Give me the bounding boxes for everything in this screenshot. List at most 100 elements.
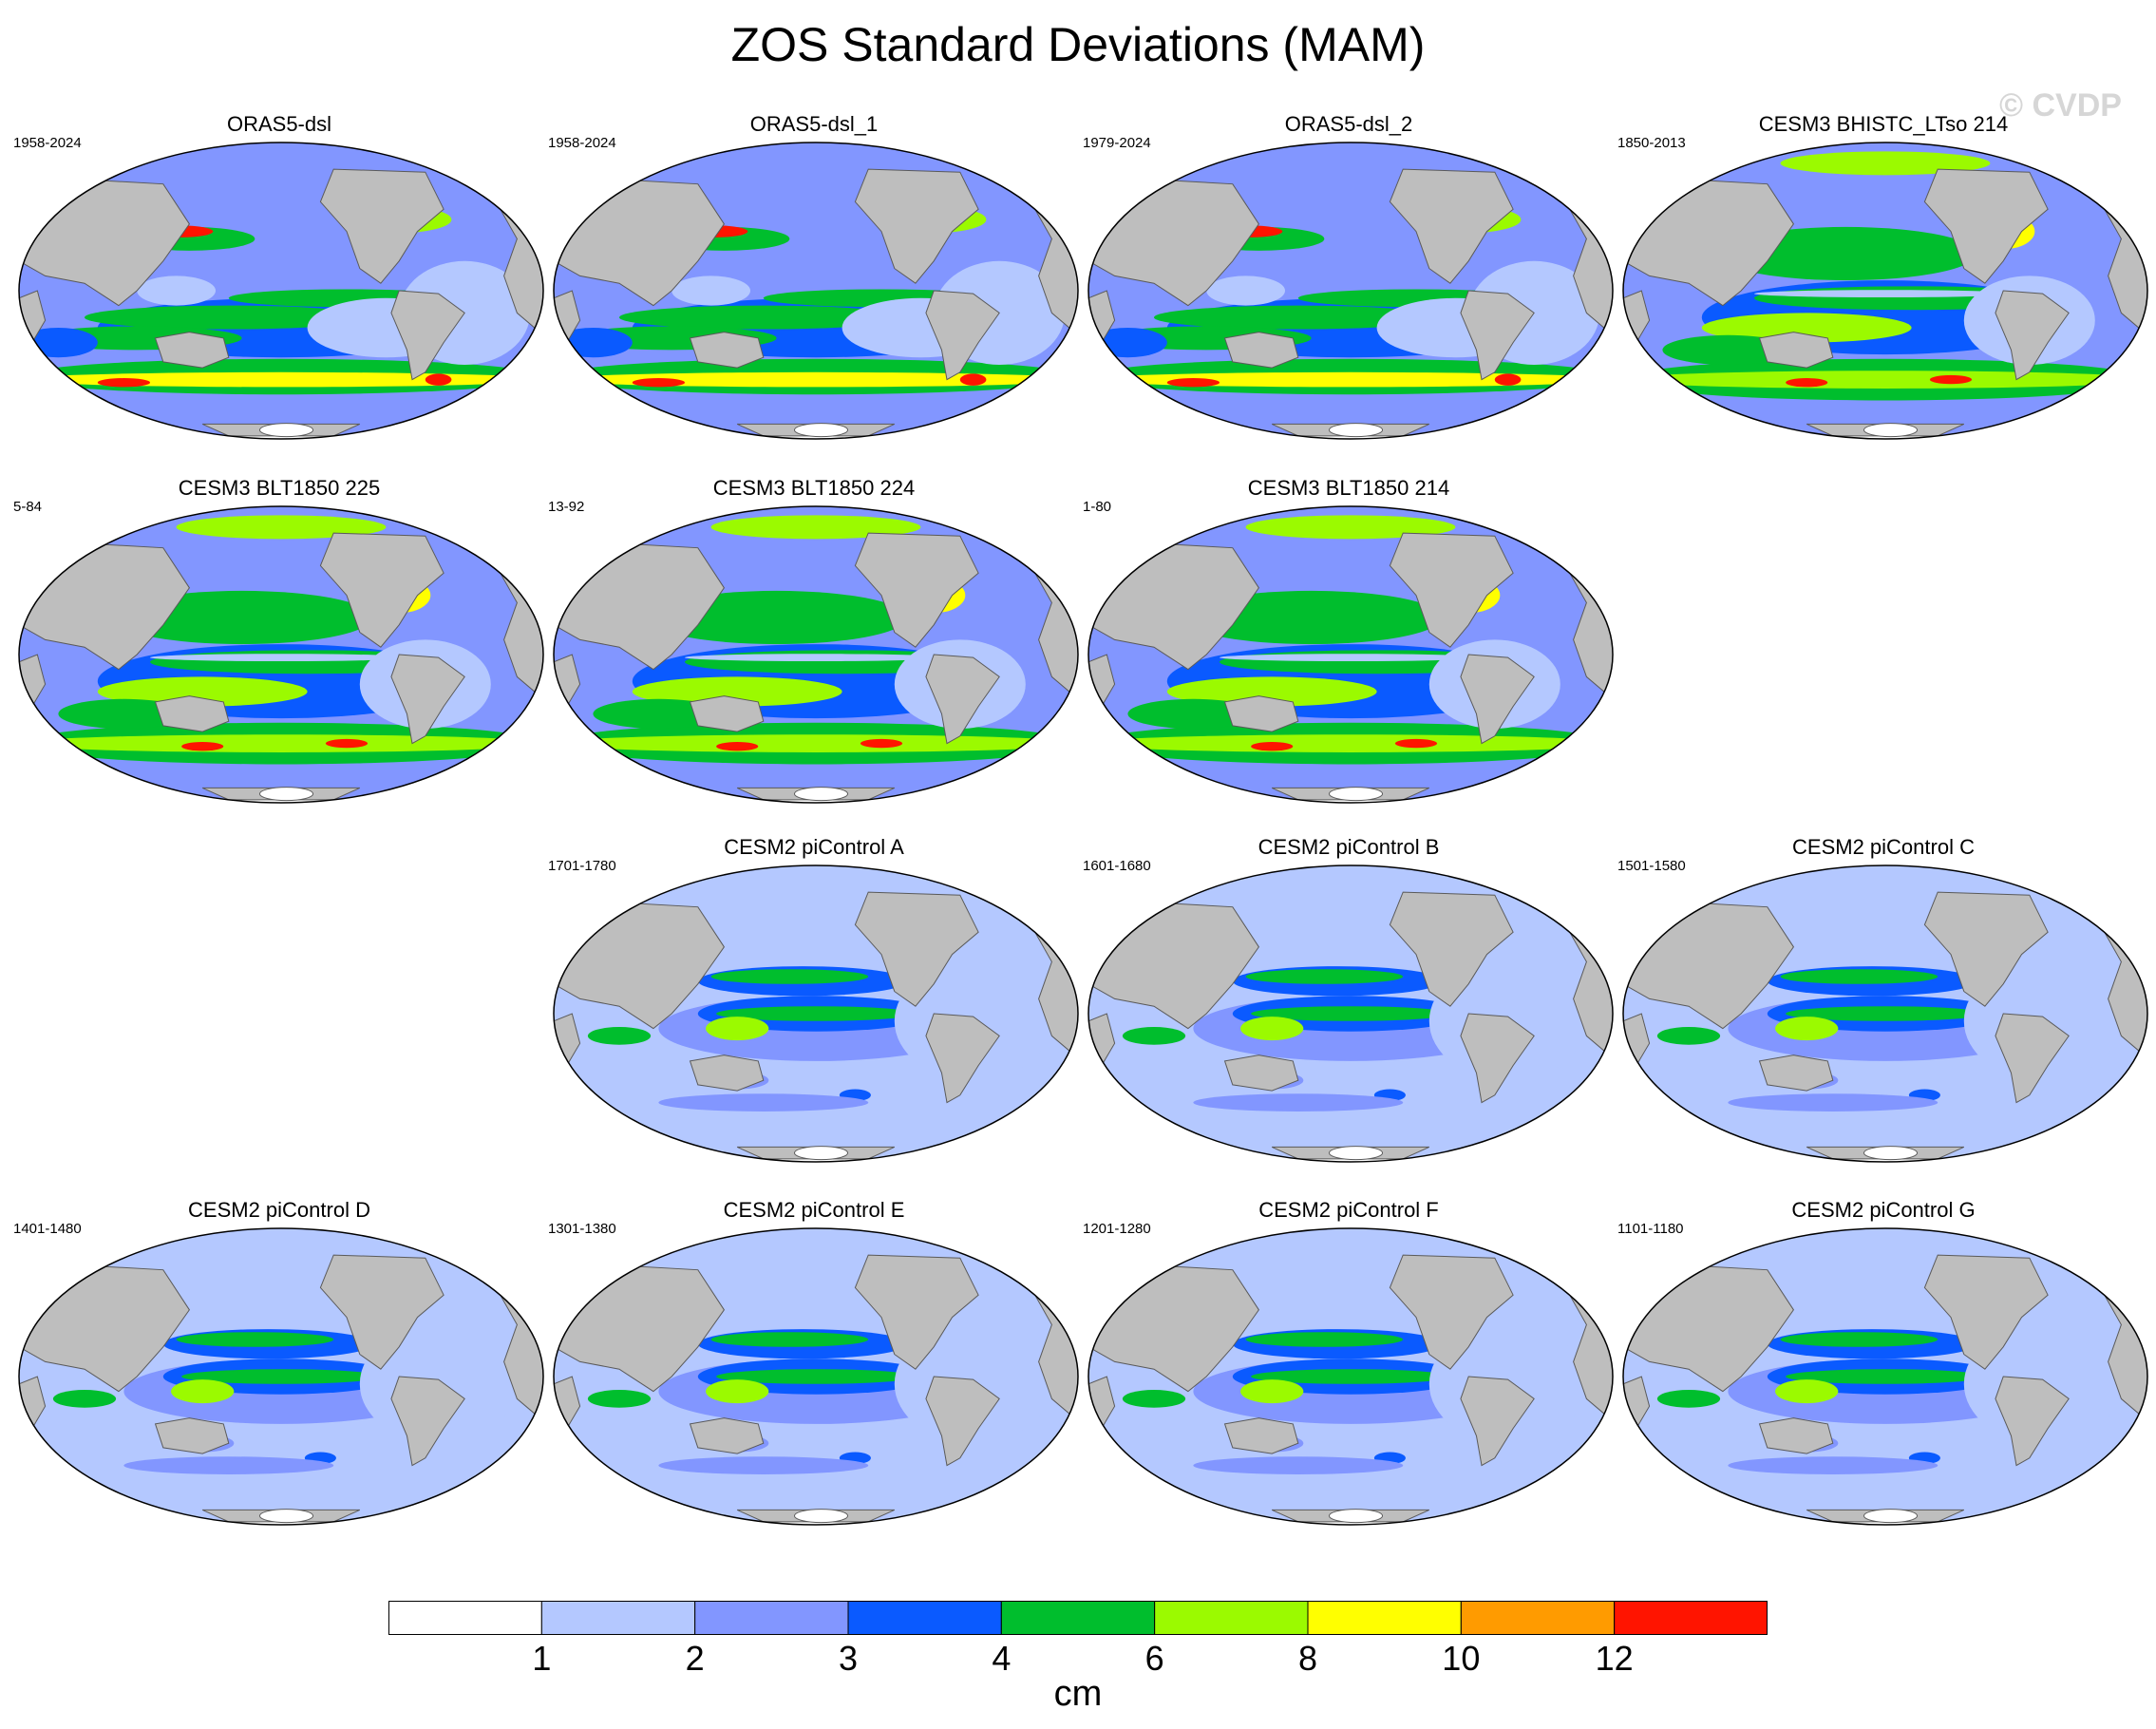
- world-map: [18, 1227, 544, 1526]
- zos-anomaly-region: [1088, 371, 1613, 388]
- map-panel: CESM2 piControl E 1301-1380: [548, 1198, 1080, 1526]
- zos-anomaly-region: [716, 742, 759, 751]
- panel-title: ORAS5-dsl_2: [1284, 112, 1413, 136]
- panel-period: 1401-1480: [13, 1221, 82, 1237]
- zos-anomaly-region: [658, 1093, 869, 1112]
- colorbar-swatch: [388, 1601, 542, 1635]
- map-panel: CESM2 piControl A 1701-1780: [548, 835, 1080, 1163]
- world-map: [1622, 1227, 2148, 1526]
- map-outline: [1087, 864, 1614, 1163]
- north-america-landmass: [854, 532, 979, 648]
- world-map: [553, 505, 1079, 804]
- zos-anomaly-region: [52, 1390, 117, 1408]
- world-map: [553, 142, 1079, 440]
- world-map: [553, 1227, 1079, 1526]
- panel-period: 1958-2024: [548, 135, 616, 151]
- zos-anomaly-region: [150, 654, 412, 662]
- map-outline: [1087, 142, 1614, 440]
- north-america-landmass: [1389, 1254, 1514, 1370]
- zos-anomaly-region: [1394, 738, 1438, 749]
- panel-title: CESM2 piControl C: [1792, 835, 1975, 859]
- australia-landmass: [154, 695, 230, 732]
- colorbar-swatch: [1307, 1601, 1462, 1635]
- world-map: [18, 142, 544, 440]
- south-america-landmass: [925, 290, 1000, 381]
- ice-shelf: [794, 787, 849, 802]
- panel-title: CESM3 BHISTC_LTso 214: [1758, 112, 2009, 136]
- panel-title: CESM2 piControl D: [188, 1198, 370, 1222]
- zos-anomaly-region: [1166, 676, 1377, 707]
- zos-anomaly-region: [97, 378, 150, 388]
- zos-anomaly-region: [1728, 1093, 1939, 1112]
- north-america-landmass: [854, 1254, 979, 1370]
- panel-period: 5-84: [13, 499, 43, 515]
- map-panel: CESM3 BLT1850 214 1-80: [1083, 476, 1615, 804]
- colorbar-tick-label: 8: [1297, 1639, 1318, 1678]
- map-panel: CESM2 piControl D 1401-1480: [13, 1198, 545, 1526]
- zos-anomaly-region: [706, 1016, 769, 1041]
- ice-shelf: [794, 1509, 849, 1524]
- north-america-landmass: [854, 891, 979, 1007]
- map-outline: [553, 864, 1079, 1163]
- ice-shelf: [794, 1146, 849, 1161]
- zos-anomaly-region: [1656, 1027, 1721, 1045]
- australia-landmass: [1758, 332, 1834, 369]
- north-america-landmass: [1923, 891, 2049, 1007]
- zos-anomaly-region: [587, 1390, 652, 1408]
- colorbar-tick-label: 10: [1442, 1639, 1481, 1678]
- south-america-landmass: [1460, 1376, 1535, 1467]
- zos-anomaly-region: [1240, 1016, 1304, 1041]
- zos-anomaly-region: [619, 305, 908, 330]
- asia-landmass: [1623, 1264, 1795, 1393]
- map-panel: CESM2 piControl C 1501-1580: [1617, 835, 2149, 1163]
- north-america-landmass: [1389, 891, 1514, 1007]
- map-outline: [18, 142, 544, 440]
- zos-anomaly-region: [1251, 1006, 1450, 1021]
- ice-shelf: [794, 423, 849, 438]
- zos-anomaly-region: [181, 1369, 381, 1384]
- world-map: [1622, 142, 2148, 440]
- map-outline: [1622, 864, 2148, 1163]
- zos-anomaly-region: [671, 276, 750, 306]
- zos-anomaly-region: [1206, 276, 1285, 306]
- australia-landmass: [1223, 332, 1299, 369]
- colorbar-units: cm: [1053, 1674, 1103, 1714]
- panel-period: 1958-2024: [13, 135, 82, 151]
- panel-title: CESM2 piControl G: [1791, 1198, 1976, 1222]
- australia-landmass: [689, 695, 765, 732]
- asia-landmass: [19, 542, 191, 671]
- south-america-landmass: [1460, 1013, 1535, 1104]
- panel-period: 13-92: [548, 499, 585, 515]
- zos-anomaly-region: [1245, 969, 1404, 984]
- zos-anomaly-region: [1656, 1390, 1721, 1408]
- colorbar-tick-label: 1: [532, 1639, 552, 1678]
- asia-landmass: [1088, 179, 1260, 307]
- zos-anomaly-region: [1154, 305, 1443, 330]
- panel-title: CESM2 piControl A: [724, 835, 904, 859]
- zos-anomaly-region: [137, 276, 217, 306]
- zos-anomaly-region: [554, 371, 1078, 388]
- ice-shelf: [1863, 1509, 1919, 1524]
- colorbar-swatch: [1460, 1601, 1616, 1635]
- south-america-landmass: [1995, 290, 2070, 381]
- panel-title: ORAS5-dsl_1: [749, 112, 879, 136]
- zos-anomaly-region: [1193, 1093, 1404, 1112]
- north-america-landmass: [1923, 168, 2049, 284]
- map-outline: [1622, 1227, 2148, 1526]
- map-panel: CESM2 piControl G 1101-1180: [1617, 1198, 2149, 1526]
- map-panel: ORAS5-dsl 1958-2024: [13, 112, 545, 440]
- world-map: [553, 864, 1079, 1163]
- australia-landmass: [154, 1417, 230, 1454]
- panel-period: 1501-1580: [1617, 858, 1686, 874]
- colorbar-tick-label: 3: [838, 1639, 859, 1678]
- north-america-landmass: [854, 168, 979, 284]
- zos-anomaly-region: [97, 676, 308, 707]
- colorbar-swatch: [1614, 1601, 1768, 1635]
- panel-title: CESM2 piControl F: [1258, 1198, 1439, 1222]
- world-map: [1622, 864, 2148, 1163]
- asia-landmass: [1088, 542, 1260, 671]
- zos-anomaly-region: [171, 1379, 235, 1404]
- panel-title: CESM2 piControl B: [1258, 835, 1440, 859]
- north-america-landmass: [1389, 168, 1514, 284]
- north-america-landmass: [319, 1254, 444, 1370]
